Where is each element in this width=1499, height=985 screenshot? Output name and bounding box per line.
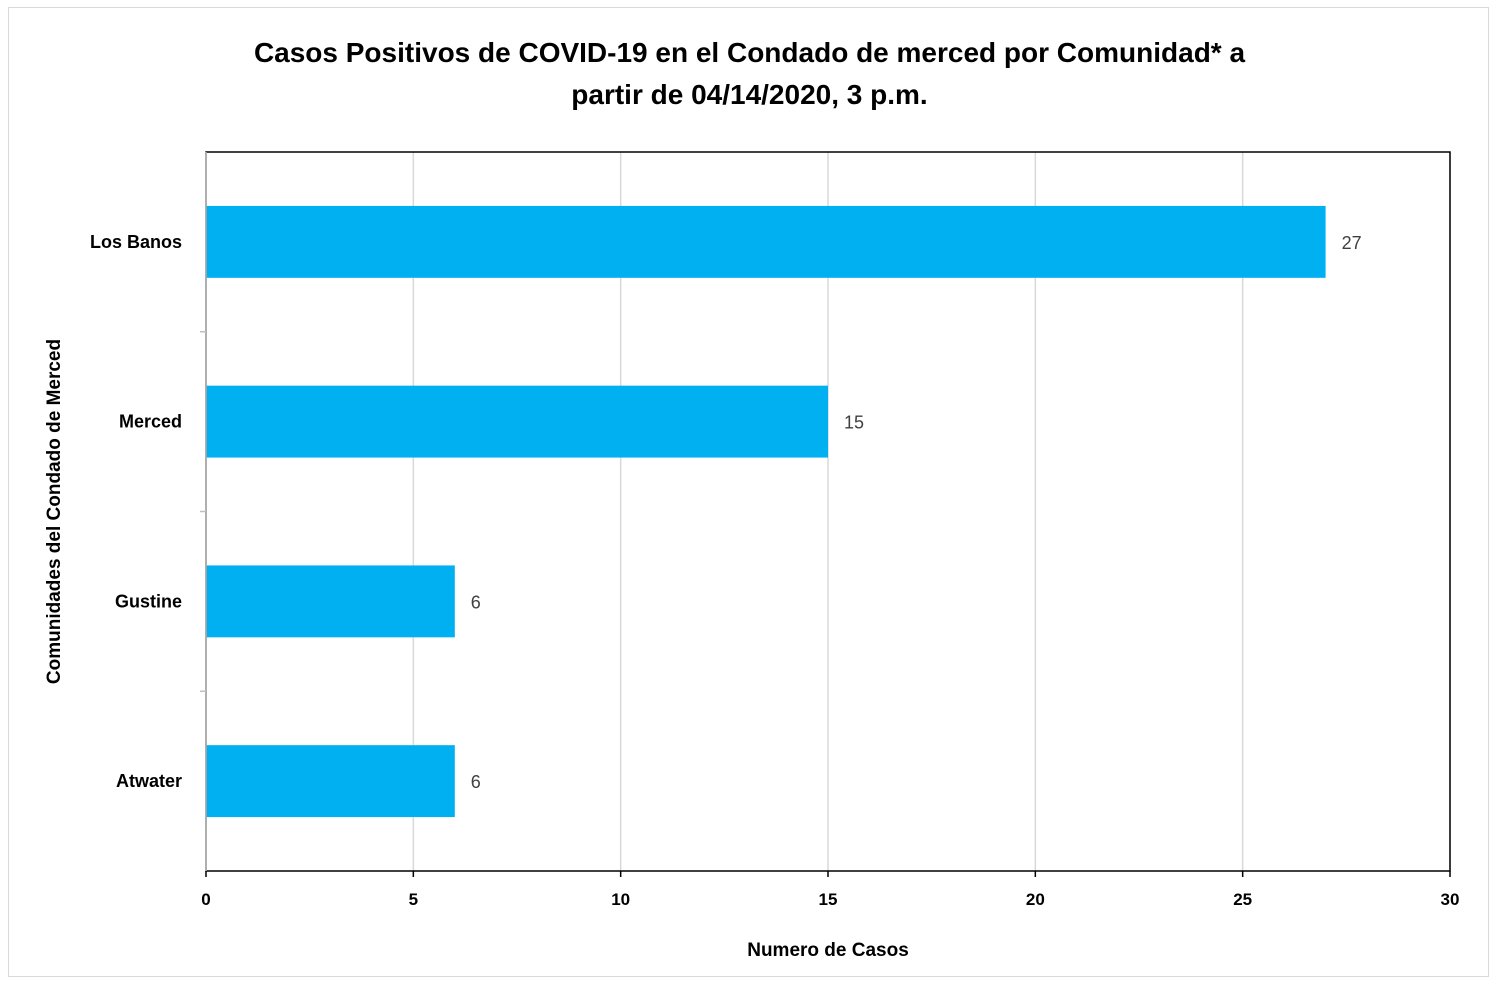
x-tick-label-10: 10 (611, 890, 630, 909)
x-tick-label-15: 15 (819, 890, 838, 909)
bar-los-banos (206, 205, 1326, 278)
chart-title-line-2: partir de 04/14/2020, 3 p.m. (571, 79, 928, 110)
category-label: Atwater (116, 771, 182, 791)
data-label: 6 (471, 592, 481, 612)
x-tick-label-20: 20 (1026, 890, 1045, 909)
x-tick-label-0: 0 (201, 890, 210, 909)
data-labels: 27 15 6 6 (471, 233, 1362, 792)
data-label: 27 (1342, 233, 1362, 253)
category-labels: Los Banos Merced Gustine Atwater (90, 232, 182, 791)
data-label: 6 (471, 772, 481, 792)
chart-title: Casos Positivos de COVID-19 en el Condad… (0, 32, 1499, 116)
bar-atwater (206, 745, 455, 818)
bar-merced (206, 385, 828, 458)
data-label: 15 (844, 413, 864, 433)
bars (206, 205, 1326, 818)
x-tick-labels: 0 5 10 15 20 25 30 (201, 890, 1459, 909)
bar-gustine (206, 565, 455, 638)
category-label: Merced (119, 412, 182, 432)
x-tick-label-30: 30 (1441, 890, 1460, 909)
category-label: Gustine (115, 591, 182, 611)
category-label: Los Banos (90, 232, 182, 252)
chart-title-line-1: Casos Positivos de COVID-19 en el Condad… (253, 37, 1246, 68)
axes (200, 151, 1451, 877)
y-axis-title: Comunidades del Condado de Merced (44, 339, 65, 684)
x-axis-title: Numero de Casos (747, 940, 909, 961)
x-tick-label-5: 5 (409, 890, 418, 909)
x-tick-label-25: 25 (1233, 890, 1252, 909)
